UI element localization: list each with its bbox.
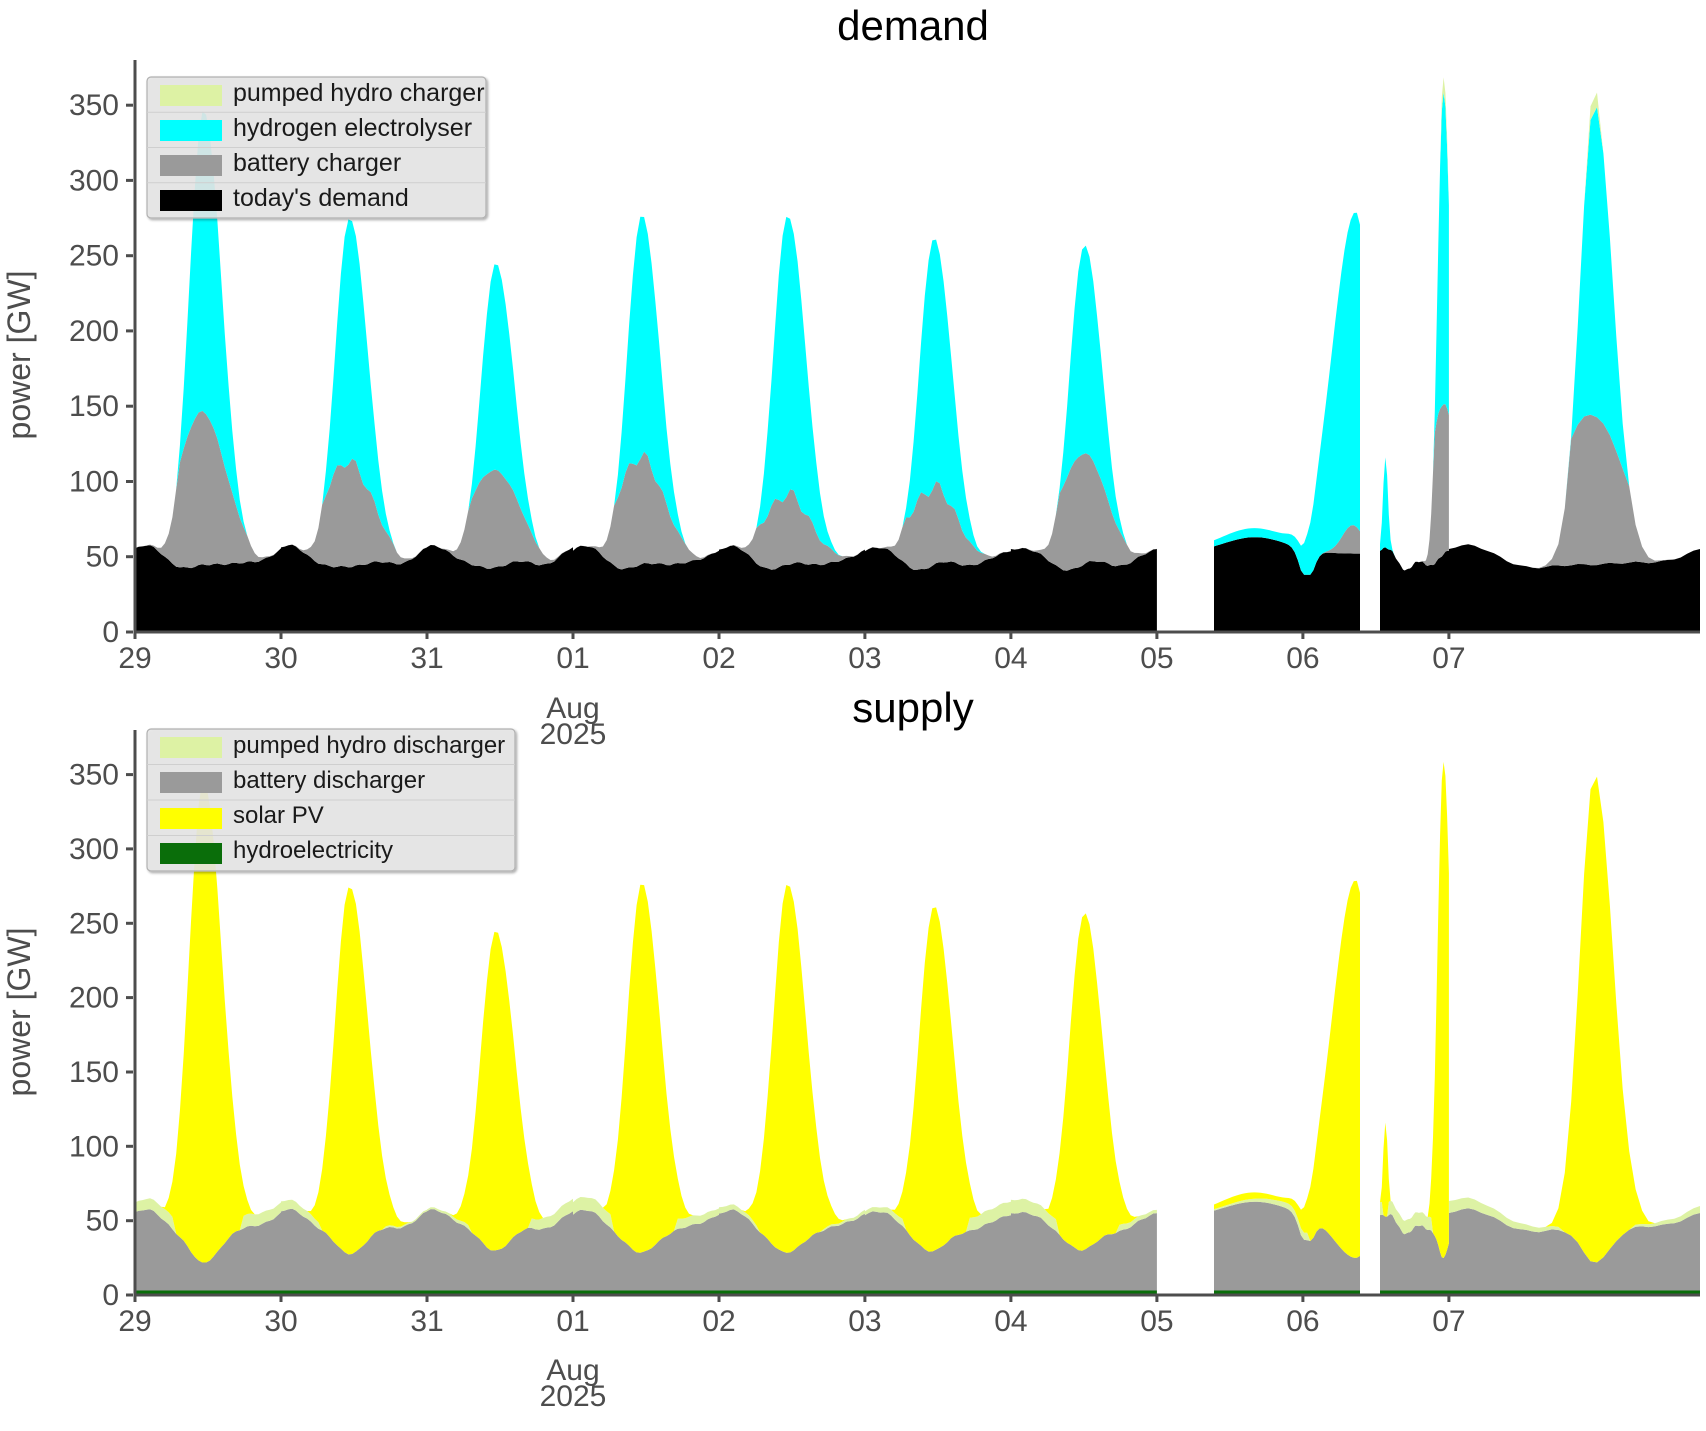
svg-text:150: 150: [69, 1056, 119, 1089]
svg-text:250: 250: [69, 240, 119, 273]
svg-text:06: 06: [1286, 642, 1319, 675]
svg-text:07: 07: [1432, 1305, 1465, 1338]
svg-text:hydroelectricity: hydroelectricity: [233, 837, 393, 864]
svg-text:05: 05: [1140, 642, 1173, 675]
svg-text:0: 0: [102, 1279, 119, 1312]
svg-text:battery discharger: battery discharger: [233, 767, 425, 794]
svg-text:03: 03: [848, 642, 881, 675]
svg-text:300: 300: [69, 833, 119, 866]
svg-text:01: 01: [556, 642, 589, 675]
svg-text:200: 200: [69, 982, 119, 1015]
svg-text:2025: 2025: [540, 1380, 607, 1413]
svg-text:100: 100: [69, 466, 119, 499]
svg-text:pumped hydro charger: pumped hydro charger: [233, 79, 485, 107]
svg-text:hydrogen electrolyser: hydrogen electrolyser: [233, 114, 472, 142]
svg-text:demand: demand: [837, 2, 989, 49]
svg-text:29: 29: [118, 642, 151, 675]
svg-text:31: 31: [410, 642, 443, 675]
svg-text:02: 02: [702, 1305, 735, 1338]
svg-text:01: 01: [556, 1305, 589, 1338]
svg-text:100: 100: [69, 1130, 119, 1163]
svg-text:350: 350: [69, 759, 119, 792]
svg-text:29: 29: [118, 1305, 151, 1338]
svg-text:power [GW]: power [GW]: [1, 271, 37, 440]
svg-text:30: 30: [264, 1305, 297, 1338]
svg-text:30: 30: [264, 642, 297, 675]
svg-text:today's demand: today's demand: [233, 184, 409, 212]
svg-text:supply: supply: [852, 684, 973, 731]
svg-text:04: 04: [994, 642, 1027, 675]
svg-text:02: 02: [702, 642, 735, 675]
svg-text:battery charger: battery charger: [233, 149, 401, 177]
svg-text:350: 350: [69, 89, 119, 122]
svg-text:pumped hydro discharger: pumped hydro discharger: [233, 732, 505, 759]
svg-text:50: 50: [86, 1205, 119, 1238]
svg-text:150: 150: [69, 390, 119, 423]
svg-text:2025: 2025: [540, 718, 607, 751]
svg-text:03: 03: [848, 1305, 881, 1338]
svg-text:31: 31: [410, 1305, 443, 1338]
svg-text:power [GW]: power [GW]: [1, 928, 37, 1097]
svg-text:50: 50: [86, 541, 119, 574]
svg-text:200: 200: [69, 315, 119, 348]
svg-text:250: 250: [69, 907, 119, 940]
svg-text:04: 04: [994, 1305, 1027, 1338]
svg-text:0: 0: [102, 616, 119, 649]
svg-text:05: 05: [1140, 1305, 1173, 1338]
svg-text:solar PV: solar PV: [233, 802, 324, 829]
svg-text:300: 300: [69, 164, 119, 197]
svg-text:07: 07: [1432, 642, 1465, 675]
svg-text:06: 06: [1286, 1305, 1319, 1338]
